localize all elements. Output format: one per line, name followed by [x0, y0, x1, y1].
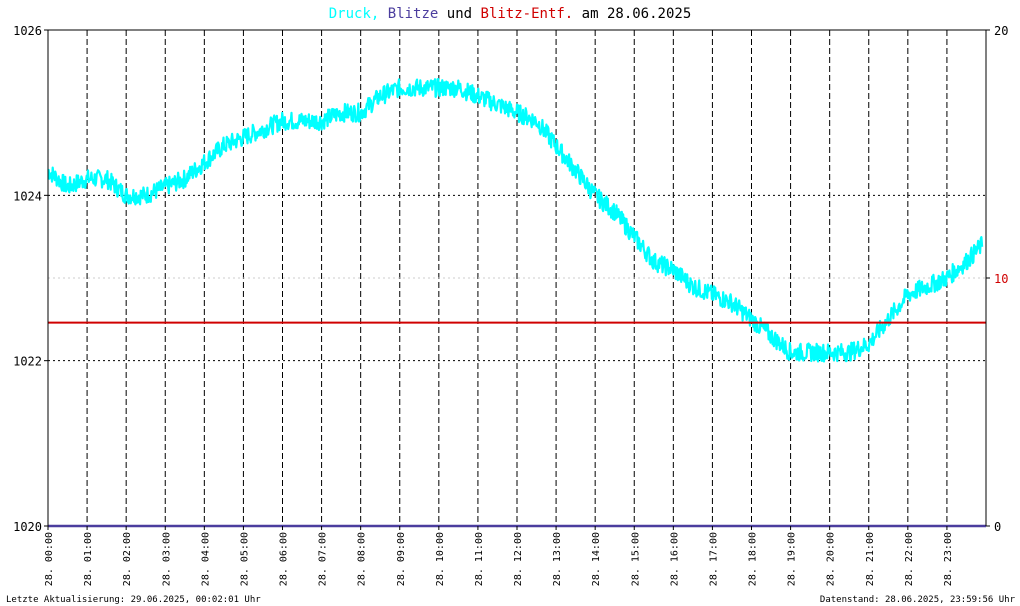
- x-tick-label: 28. 14:00: [591, 532, 602, 586]
- x-tick-label: 28. 19:00: [787, 532, 798, 586]
- x-tick-label: 28. 06:00: [279, 532, 290, 586]
- right-tick-label: 0: [994, 520, 1001, 534]
- grid: [48, 30, 986, 526]
- druck-line: [47, 77, 984, 363]
- x-tick-label: 28. 11:00: [474, 532, 485, 586]
- right-tick-label: 20: [994, 24, 1008, 38]
- x-tick-label: 28. 12:00: [513, 532, 524, 586]
- left-tick-label: 1026: [13, 24, 42, 38]
- title-blitz-entf: Blitz-Entf.: [481, 6, 574, 22]
- x-tick-label: 28. 01:00: [83, 532, 94, 586]
- x-tick-label: 28. 05:00: [239, 532, 250, 586]
- x-tick-label: 28. 09:00: [396, 532, 407, 586]
- x-tick-label: 28. 22:00: [904, 532, 915, 586]
- x-tick-label: 28. 08:00: [357, 532, 368, 586]
- footer-data-state: Datenstand: 28.06.2025, 23:59:56 Uhr: [820, 595, 1016, 605]
- x-tick-label: 28. 03:00: [161, 532, 172, 586]
- x-tick-label: 28. 17:00: [708, 532, 719, 586]
- title-blitze: Blitze: [388, 6, 439, 22]
- x-tick-label: 28. 00:00: [44, 532, 55, 586]
- x-tick-label: 28. 10:00: [435, 532, 446, 586]
- x-tick-label: 28. 13:00: [552, 532, 563, 586]
- title-date: am 28.06.2025: [582, 6, 692, 22]
- x-tick-label: 28. 21:00: [865, 532, 876, 586]
- footer-last-update: Letzte Aktualisierung: 29.06.2025, 00:02…: [6, 595, 261, 605]
- x-tick-label: 28. 23:00: [943, 532, 954, 586]
- x-tick-label: 28. 07:00: [318, 532, 329, 586]
- title-druck: Druck,: [329, 6, 380, 22]
- x-tick-label: 28. 04:00: [200, 532, 211, 586]
- chart-title: Druck, Blitze und Blitz-Entf. am 28.06.2…: [329, 6, 692, 22]
- x-tick-label: 28. 20:00: [826, 532, 837, 586]
- x-tick-label: 28. 15:00: [630, 532, 641, 586]
- axes: [44, 29, 990, 530]
- x-tick-label: 28. 02:00: [122, 532, 133, 586]
- right-tick-label: 10: [994, 272, 1008, 286]
- left-tick-label: 1020: [13, 520, 42, 534]
- left-tick-label: 1022: [13, 355, 42, 369]
- title-und: und: [447, 6, 472, 22]
- left-tick-label: 1024: [13, 189, 42, 203]
- x-tick-label: 28. 16:00: [669, 532, 680, 586]
- x-tick-label: 28. 18:00: [748, 532, 759, 586]
